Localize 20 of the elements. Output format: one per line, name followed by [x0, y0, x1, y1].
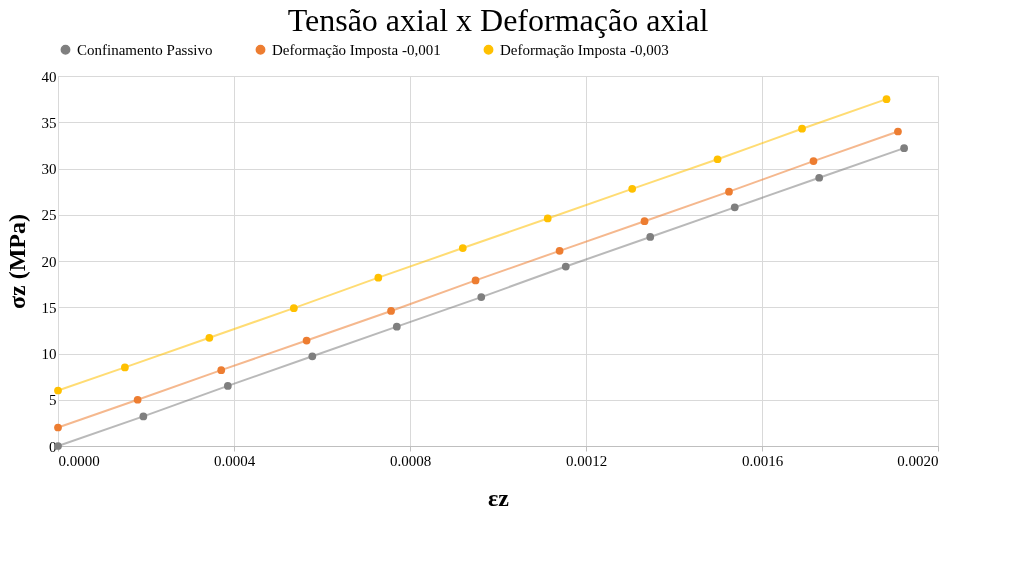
- x-tick-label: 0.0012: [565, 452, 608, 469]
- x-tick-label: 0.0020: [897, 452, 939, 469]
- y-tick-label: 30: [41, 161, 57, 177]
- chart-title: Tensão axial x Deformação axial: [287, 2, 709, 38]
- y-tick-label: 10: [41, 346, 57, 362]
- y-axis-title: σz (MPa): [3, 213, 30, 310]
- x-tick-label: 0.0008: [389, 452, 432, 469]
- y-tick-label: 40: [41, 68, 57, 85]
- y-tick-label: 35: [41, 114, 57, 131]
- y-tick-label: 15: [41, 299, 57, 316]
- x-tick-label: 0.0016: [741, 452, 784, 469]
- legend-label: Confinamento Passivo: [77, 41, 213, 58]
- y-tick-label: 25: [41, 207, 57, 224]
- legend-label: Deformação Imposta -0,003: [500, 41, 669, 58]
- x-axis-title: εz: [488, 484, 510, 511]
- x-tick-label: 0.0000: [58, 452, 100, 469]
- x-tick-label: 0.0004: [213, 452, 256, 469]
- y-tick-label: 5: [49, 392, 57, 409]
- y-tick-label: 20: [41, 253, 57, 270]
- legend-label: Deformação Imposta -0,001: [272, 41, 441, 58]
